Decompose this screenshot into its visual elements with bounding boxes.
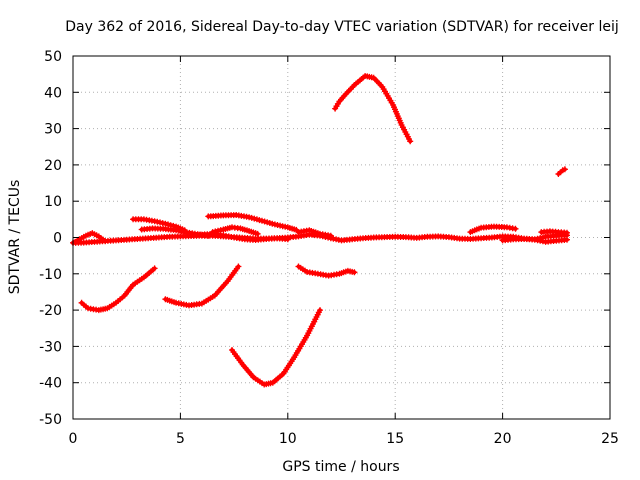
y-tick-label: -40 [39, 376, 62, 392]
y-tick-label: -20 [39, 303, 62, 319]
series-track-4 [295, 263, 358, 279]
series-markers [499, 236, 570, 245]
series-markers [295, 263, 358, 279]
series-markers [332, 73, 414, 145]
series-track-15 [295, 227, 334, 239]
y-tick-label: 30 [44, 122, 62, 138]
series-track-5 [332, 73, 414, 145]
x-tick-label: 5 [176, 431, 185, 447]
x-tick-labels: 0 5 10 15 20 25 [69, 431, 619, 447]
series-markers [295, 227, 334, 239]
series-track-1 [78, 265, 158, 314]
chart-title: Day 362 of 2016, Sidereal Day-to-day VTE… [65, 19, 619, 35]
x-tick-label: 10 [279, 431, 297, 447]
y-tick-label: 40 [44, 85, 62, 101]
series-track-8 [205, 212, 300, 233]
x-axis-title: GPS time / hours [282, 459, 399, 475]
x-tick-label: 15 [386, 431, 404, 447]
y-tick-label: 50 [44, 49, 62, 65]
series-track-7 [130, 216, 188, 234]
series-markers [205, 212, 300, 233]
tick-marks [72, 55, 611, 420]
y-tick-label: 10 [44, 194, 62, 210]
x-tick-label: 25 [601, 431, 619, 447]
series-track-2 [162, 263, 242, 309]
series-markers [78, 265, 158, 314]
y-tick-label: 0 [53, 231, 62, 247]
series-markers [130, 216, 188, 234]
y-tick-labels: -50 -40 -30 -20 -10 0 10 20 30 40 50 [39, 49, 62, 428]
series-markers [467, 223, 519, 236]
series-markers [162, 263, 242, 309]
series-track-9 [467, 223, 519, 236]
series-track-3 [229, 307, 323, 388]
y-axis-title: SDTVAR / TECUs [7, 180, 23, 295]
y-tick-label: -30 [39, 339, 62, 355]
series-markers [538, 228, 570, 236]
series-track-17 [538, 228, 570, 236]
y-tick-label: 20 [44, 158, 62, 174]
x-tick-label: 0 [69, 431, 78, 447]
y-tick-label: -10 [39, 267, 62, 283]
series-markers [555, 166, 568, 177]
series-track-16 [499, 236, 570, 245]
x-tick-label: 20 [494, 431, 512, 447]
series-track-6 [555, 166, 568, 177]
y-tick-label: -50 [39, 412, 62, 428]
series-markers [229, 307, 323, 388]
